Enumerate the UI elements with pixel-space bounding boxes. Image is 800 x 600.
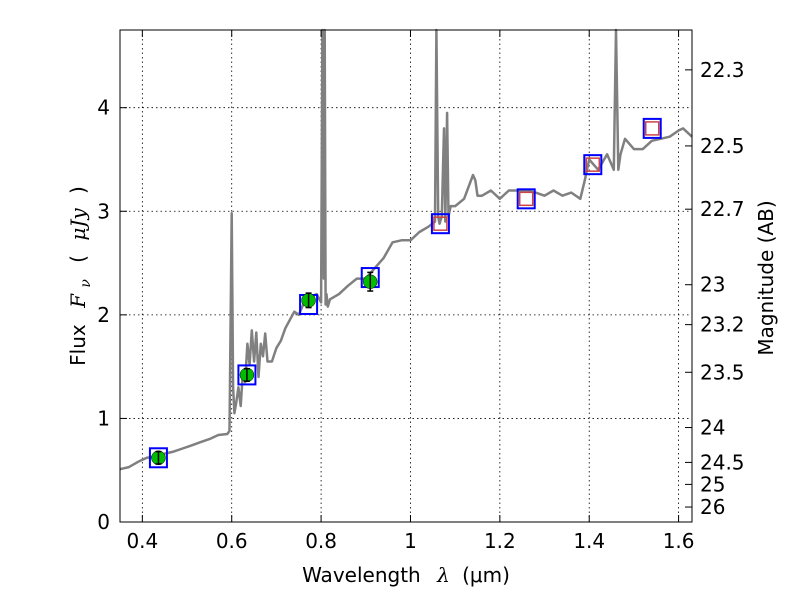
mag-tick-label: 23 <box>700 273 725 297</box>
x-tick-label: 1.2 <box>484 529 516 553</box>
y2-axis-label: Magnitude (AB) <box>754 200 778 355</box>
mag-tick-label: 26 <box>700 495 725 519</box>
mag-tick-label: 23.5 <box>700 360 745 384</box>
nir-square-marker <box>644 121 660 136</box>
spectrum-line <box>119 28 693 471</box>
y-axis-unit: μJy <box>66 208 90 241</box>
mag-tick-label: 25 <box>700 472 725 496</box>
nir-square-marker <box>433 216 448 231</box>
y-axis-unit-close: ) <box>66 186 90 194</box>
x-axis-unit: (μm) <box>462 563 510 587</box>
tick-layer: 0.4 0.6 0.8 1 1.2 1.4 1.60123422.322.522.72323… <box>97 30 745 553</box>
mag-tick-label: 24 <box>700 416 725 440</box>
x-axis-label: Wavelength λ (μm) <box>302 563 510 587</box>
x-tick-label: 0.4 <box>126 529 158 553</box>
y-tick-label: 4 <box>97 96 110 120</box>
y-tick-label: 2 <box>97 303 110 327</box>
model-box-marker <box>430 213 450 235</box>
y-axis-subscript: ν <box>78 279 94 288</box>
y-axis-label: Flux F ν ( μJy ) <box>66 186 95 366</box>
x-tick-label: 1 <box>404 529 417 553</box>
mag-tick-label: 23.2 <box>700 313 745 337</box>
marker-layer <box>148 117 662 469</box>
x-axis-label-text: Wavelength <box>302 563 421 587</box>
mag-tick-label: 22.7 <box>700 197 745 221</box>
mag-tick-label: 22.5 <box>700 134 745 158</box>
y-tick-label: 0 <box>97 510 110 534</box>
x-axis-symbol: λ <box>436 563 450 587</box>
x-tick-label: 1.6 <box>663 529 695 553</box>
mag-tick-label: 22.3 <box>700 58 745 82</box>
mag-tick-label: 24.5 <box>700 450 745 474</box>
x-tick-label: 0.8 <box>305 529 337 553</box>
y-tick-label: 1 <box>97 406 110 430</box>
x-tick-label: 0.6 <box>216 529 248 553</box>
y-tick-label: 3 <box>97 199 110 223</box>
y-axis-unit-open: ( <box>66 255 90 263</box>
spectrum-layer <box>119 28 693 471</box>
model-box-marker <box>642 117 662 139</box>
nir-square-marker <box>518 191 534 207</box>
model-box-marker <box>583 154 603 176</box>
nir-square-marker <box>585 157 601 172</box>
y-axis-label-text: Flux <box>66 324 90 366</box>
model-box-marker <box>237 364 257 386</box>
model-box-marker <box>148 447 168 469</box>
model-box-marker <box>516 188 536 210</box>
plot-frame <box>119 29 693 523</box>
x-tick-label: 1.4 <box>573 529 605 553</box>
y-axis-symbol: F <box>66 293 90 309</box>
